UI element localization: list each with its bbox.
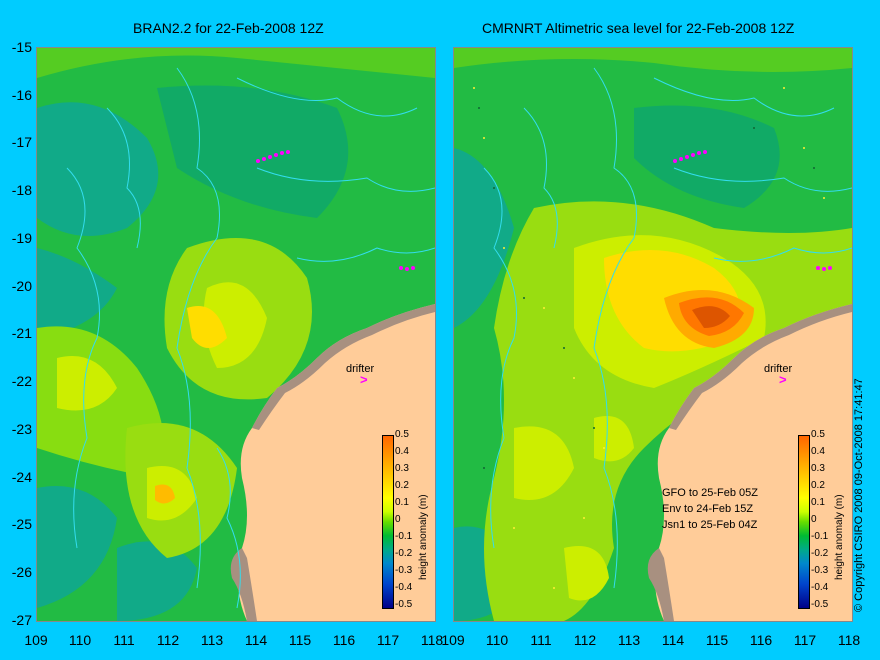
- colorbar-label: 0.2: [811, 480, 825, 491]
- y-tick: -21: [11, 325, 32, 341]
- y-tick: -22: [11, 373, 32, 389]
- right-map-title: CMRNRT Altimetric sea level for 22-Feb-2…: [482, 20, 795, 36]
- colorbar-label: -0.2: [395, 548, 413, 559]
- colorbar-label: 0.4: [395, 446, 409, 457]
- left-colorbar-title: height anomaly (m): [418, 494, 429, 580]
- left-map-panel: [36, 47, 436, 622]
- colorbar-label: -0.5: [811, 599, 829, 610]
- y-tick: -18: [11, 182, 32, 198]
- x-tick: 110: [485, 632, 509, 648]
- left-drifter-label: drifter: [346, 363, 375, 375]
- right-colorbar-title: height anomaly (m): [834, 494, 845, 580]
- colorbar-label: 0.2: [395, 480, 409, 491]
- colorbar-label: 0.5: [811, 429, 825, 440]
- x-tick: 116: [749, 632, 773, 648]
- colorbar-label: -0.3: [395, 565, 413, 576]
- colorbar-label: -0.2: [811, 548, 829, 559]
- y-tick: -17: [11, 134, 32, 150]
- x-tick: 117: [376, 632, 400, 648]
- colorbar-label: 0.1: [395, 497, 409, 508]
- y-tick: -26: [11, 564, 32, 580]
- y-tick: -19: [11, 230, 32, 246]
- y-tick: -25: [11, 516, 32, 532]
- right-map-panel: [453, 47, 853, 622]
- y-tick: -24: [11, 469, 32, 485]
- colorbar-label: -0.1: [395, 531, 413, 542]
- pass-info-line: Env to 24-Feb 15Z: [662, 503, 754, 515]
- colorbar-label: 0: [811, 514, 817, 525]
- right-colorbar: [798, 435, 810, 609]
- x-tick: 117: [793, 632, 817, 648]
- x-tick: 112: [573, 632, 597, 648]
- colorbar-label: 0.5: [395, 429, 409, 440]
- colorbar-label: -0.4: [395, 582, 413, 593]
- x-tick: 109: [24, 632, 48, 648]
- x-tick: 110: [68, 632, 92, 648]
- x-tick: 115: [705, 632, 729, 648]
- right-drifter-label: drifter: [764, 363, 793, 375]
- y-tick: -20: [11, 278, 32, 294]
- left-drifter-marker: >: [360, 372, 368, 387]
- x-tick: 114: [244, 632, 268, 648]
- colorbar-label: -0.1: [811, 531, 829, 542]
- pass-info-line: GFO to 25-Feb 05Z: [662, 487, 758, 499]
- altimeter-pass-info: GFO to 25-Feb 05Z Env to 24-Feb 15Z Jsn1…: [662, 485, 758, 533]
- x-tick: 111: [113, 632, 135, 648]
- right-drifter-marker: >: [779, 372, 787, 387]
- colorbar-label: -0.3: [811, 565, 829, 576]
- x-tick: 111: [530, 632, 552, 648]
- y-tick: -27: [11, 612, 32, 628]
- x-tick: 115: [288, 632, 312, 648]
- colorbar-label: -0.4: [811, 582, 829, 593]
- x-tick: 116: [332, 632, 356, 648]
- left-colorbar: [382, 435, 394, 609]
- x-tick: 118: [837, 632, 861, 648]
- colorbar-label: 0: [395, 514, 401, 525]
- x-tick: 112: [156, 632, 180, 648]
- y-tick: -16: [11, 87, 32, 103]
- left-map-title: BRAN2.2 for 22-Feb-2008 12Z: [133, 20, 324, 36]
- copyright-text: © Copyright CSIRO 2008 09-Oct-2008 17:41…: [853, 378, 865, 612]
- colorbar-label: 0.1: [811, 497, 825, 508]
- y-tick: -23: [11, 421, 32, 437]
- x-tick: 109: [441, 632, 465, 648]
- y-tick: -15: [11, 39, 32, 55]
- colorbar-label: 0.3: [811, 463, 825, 474]
- colorbar-label: -0.5: [395, 599, 413, 610]
- x-tick: 113: [617, 632, 641, 648]
- x-tick: 113: [200, 632, 224, 648]
- colorbar-label: 0.3: [395, 463, 409, 474]
- pass-info-line: Jsn1 to 25-Feb 04Z: [662, 519, 758, 531]
- x-tick: 114: [661, 632, 685, 648]
- colorbar-label: 0.4: [811, 446, 825, 457]
- x-tick: 118: [420, 632, 444, 648]
